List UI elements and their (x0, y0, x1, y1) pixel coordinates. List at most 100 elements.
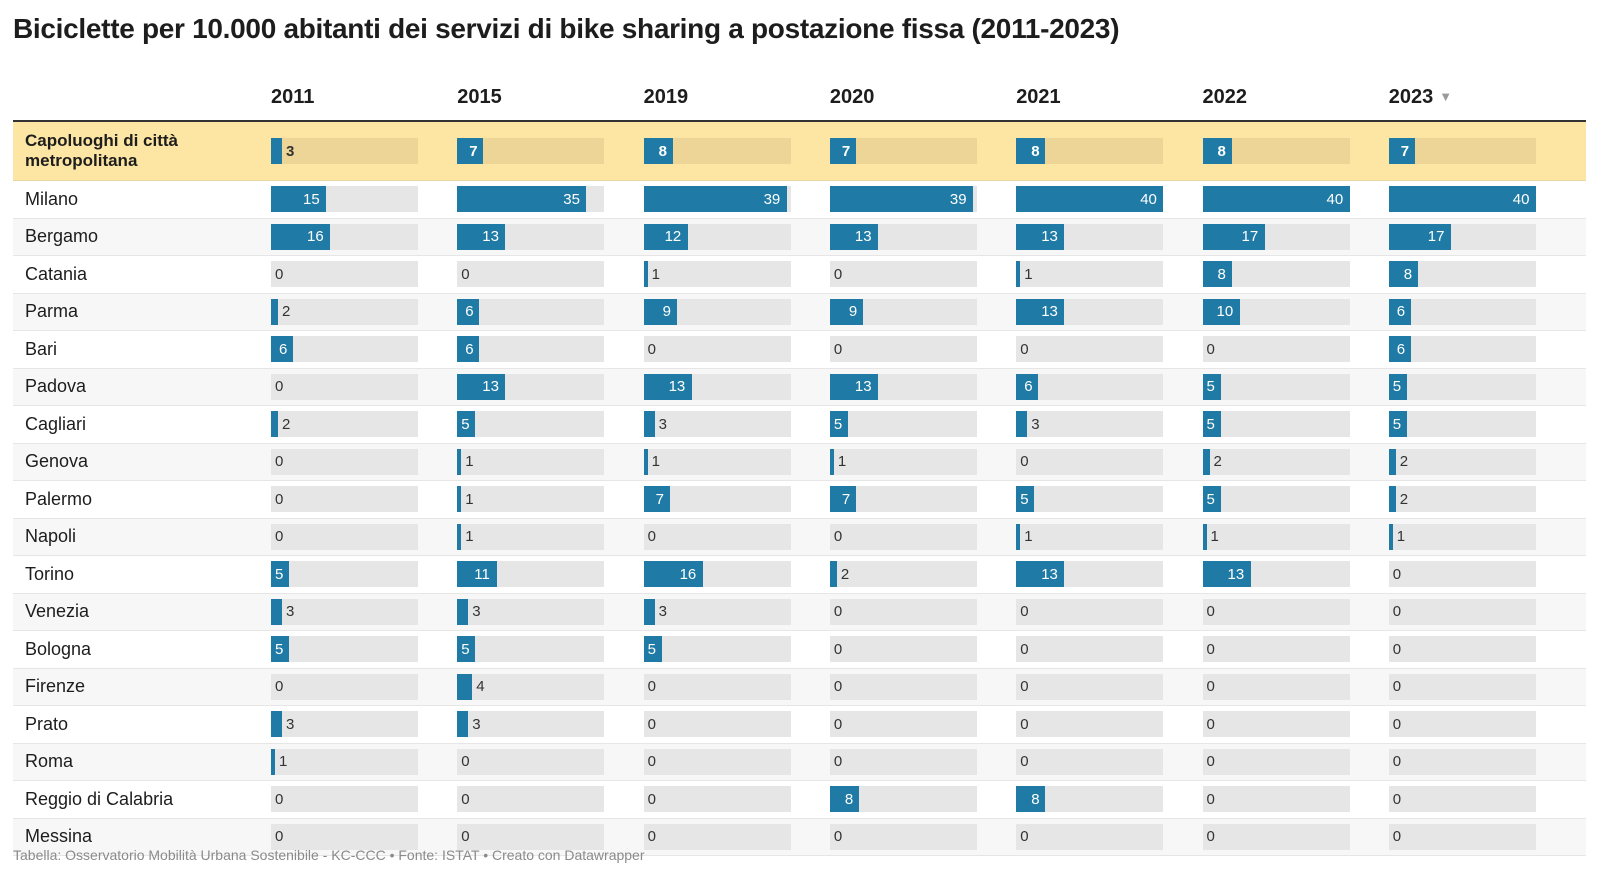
bar-track: 0 (1202, 636, 1350, 663)
bar-track: 0 (829, 711, 977, 738)
value-label: 3 (658, 415, 667, 433)
bar-track: 0 (643, 523, 791, 550)
value-label: 3 (286, 603, 295, 621)
value-label: 7 (841, 490, 851, 508)
bar (1388, 298, 1411, 325)
bar (1202, 523, 1207, 550)
bar-track: 1 (457, 523, 605, 550)
column-header-2011[interactable]: 2011 (271, 86, 314, 109)
bar (829, 411, 848, 438)
value-label: 1 (465, 490, 474, 508)
bar-track: 5 (643, 636, 791, 663)
bar (643, 561, 703, 588)
value-label: 2 (1399, 453, 1409, 471)
bar (829, 448, 834, 475)
column-header-2023[interactable]: 2023 ▼ (1389, 86, 1452, 109)
column-header-2020[interactable]: 2020 (830, 86, 875, 109)
bar-track: 0 (1388, 636, 1536, 663)
bar-track: 0 (829, 636, 977, 663)
bar (643, 598, 655, 625)
value-label: 0 (1206, 828, 1215, 846)
bar-track: 0 (829, 523, 977, 550)
table-row: Torino 5 11 16 2 13 13 0 (13, 556, 1586, 594)
value-label: 0 (1392, 790, 1402, 808)
value-label: 1 (279, 753, 288, 771)
bar (643, 486, 670, 513)
value-label: 9 (662, 303, 671, 321)
value-label: 2 (282, 303, 291, 321)
bar (457, 223, 506, 250)
bar-track: 0 (1016, 711, 1164, 738)
bar-track: 0 (1016, 448, 1164, 475)
bar-track: 3 (643, 598, 791, 625)
column-header-label: 2020 (829, 86, 875, 108)
bar-track: 11 (457, 561, 605, 588)
bar (829, 138, 856, 164)
column-header-2022[interactable]: 2022 (1203, 86, 1248, 109)
table-row: Firenze 0 4 0 0 0 0 0 (13, 668, 1586, 706)
bar (829, 786, 859, 813)
chart-title: Biciclette per 10.000 abitanti dei servi… (13, 13, 1120, 44)
bar-track: 1 (1202, 523, 1350, 550)
bar-track: 0 (643, 748, 791, 775)
bar-track: 0 (271, 786, 418, 813)
value-label: 0 (647, 528, 656, 546)
bar (271, 598, 282, 625)
data-table: 2011 2015 2019 2020 2021 2022 2023 ▼ Capoluoghi… (13, 82, 1586, 856)
bar-track: 0 (271, 823, 418, 850)
column-header-2015[interactable]: 2015 (457, 86, 502, 109)
value-label: 0 (1020, 753, 1029, 771)
value-label: 0 (1020, 603, 1029, 621)
row-label: Venezia (25, 601, 90, 622)
bar (457, 336, 480, 363)
bar-track: 0 (1016, 336, 1164, 363)
bar (457, 711, 469, 738)
bar-track: 0 (829, 598, 977, 625)
bar-track: 0 (829, 823, 977, 850)
value-label: 0 (275, 528, 284, 546)
value-label: 0 (461, 265, 470, 283)
column-header-2019[interactable]: 2019 (644, 86, 689, 109)
value-label: 0 (275, 378, 284, 396)
bar-track: 3 (1016, 411, 1164, 438)
bar-track: 0 (1202, 336, 1350, 363)
sort-descending-icon: ▼ (1439, 89, 1453, 104)
value-label: 8 (1403, 265, 1413, 283)
value-label: 5 (1206, 378, 1215, 396)
bar (1016, 561, 1065, 588)
value-label: 6 (465, 340, 474, 358)
value-label: 1 (651, 265, 660, 283)
bar-track: 6 (457, 336, 605, 363)
bar-track: 6 (1016, 373, 1164, 400)
bar (1388, 448, 1396, 475)
bar-track: 0 (1016, 598, 1164, 625)
value-label: 1 (1024, 265, 1033, 283)
value-label: 8 (658, 142, 667, 160)
bar (1202, 186, 1350, 213)
value-label: 0 (275, 453, 284, 471)
bar-track: 5 (1202, 373, 1350, 400)
value-label: 16 (307, 228, 324, 246)
value-label: 0 (275, 790, 284, 808)
column-header-2021[interactable]: 2021 (1016, 86, 1061, 109)
row-label: Catania (25, 263, 88, 284)
bar (457, 448, 462, 475)
bar (271, 138, 282, 164)
table-row: Venezia 3 3 3 0 0 0 0 (13, 593, 1586, 631)
value-label: 1 (1210, 528, 1219, 546)
value-label: 0 (1392, 828, 1402, 846)
value-label: 5 (1392, 415, 1402, 433)
bar (1388, 223, 1451, 250)
value-label: 0 (275, 828, 284, 846)
value-label: 0 (1020, 340, 1029, 358)
bar-track: 12 (643, 223, 791, 250)
value-label: 0 (1020, 453, 1029, 471)
bar (643, 186, 787, 213)
bar (643, 298, 677, 325)
bar-track: 16 (271, 223, 418, 250)
bar-track: 0 (1202, 786, 1350, 813)
bar (1388, 186, 1536, 213)
bar (457, 673, 473, 700)
bar-track: 0 (271, 373, 418, 400)
bar (1388, 486, 1396, 513)
